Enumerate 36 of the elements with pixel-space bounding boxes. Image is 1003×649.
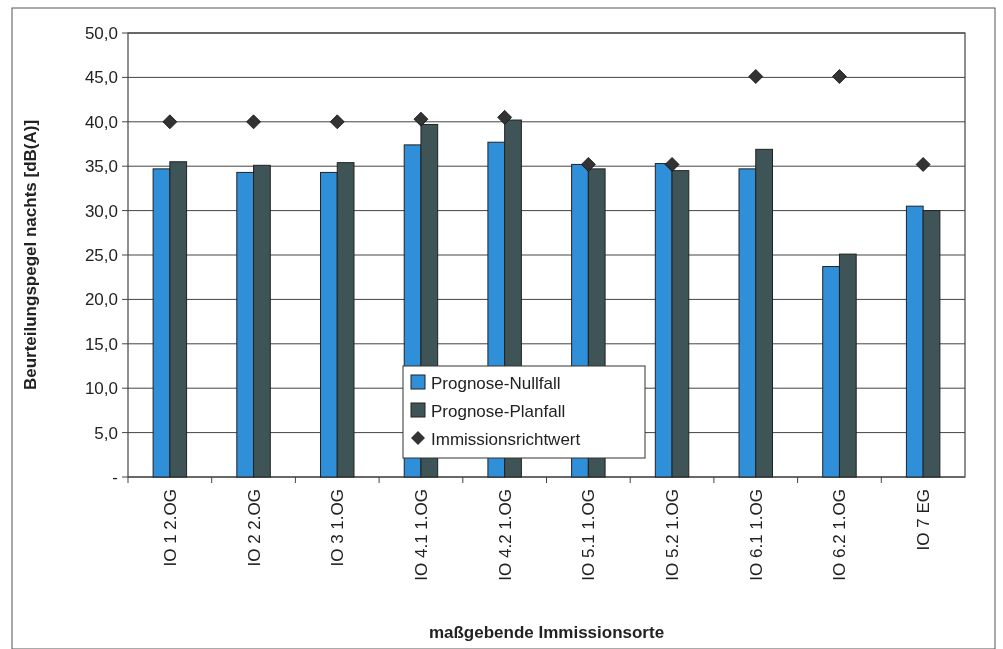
point xyxy=(162,114,178,130)
x-tick-label: IO 5.2 1.OG xyxy=(663,489,682,581)
x-tick-label: IO 1 2.OG xyxy=(160,489,180,567)
point xyxy=(664,157,680,172)
y-axis-title: Beurteilungspegel nachts [dB(A)] xyxy=(21,119,40,391)
x-tick-label: IO 4.2 1.OG xyxy=(495,489,515,581)
y-tick-label: 30,0 xyxy=(84,201,118,221)
x-tick-label: IO 6.2 1.OG xyxy=(830,489,850,581)
x-tick-label: IO 2 2.OG xyxy=(244,489,264,567)
point xyxy=(497,109,513,125)
y-tick-label: 50,0 xyxy=(84,23,118,43)
legend-label: Prognose-Planfall xyxy=(431,401,566,421)
y-tick-label: 20,0 xyxy=(84,290,118,310)
legend-label: Immissionsrichtwert xyxy=(431,429,581,449)
y-tick-label: - xyxy=(112,467,118,487)
y-tick-label: 45,0 xyxy=(84,68,118,88)
y-tick-label: 15,0 xyxy=(84,334,118,354)
x-tick-label: IO 3 1.OG xyxy=(328,489,348,567)
point xyxy=(246,114,261,130)
y-tick-label: 5,0 xyxy=(94,423,118,443)
point xyxy=(832,69,847,84)
x-tick-label: IO 4.1 1.OG xyxy=(411,489,431,581)
x-axis-title: maßgebende Immissionsorte xyxy=(428,623,665,642)
y-tick-label: 10,0 xyxy=(84,379,118,399)
x-tick-label: IO 5.1 1.OG xyxy=(579,489,599,581)
point xyxy=(915,157,931,172)
y-tick-label: 25,0 xyxy=(84,245,118,265)
point xyxy=(748,69,764,84)
point xyxy=(580,157,596,172)
y-tick-label: 40,0 xyxy=(84,112,118,132)
x-tick-label: IO 7 EG xyxy=(914,489,934,551)
legend-label: Prognose-Nullfall xyxy=(431,373,561,393)
y-tick-label: 35,0 xyxy=(84,157,118,177)
x-tick-label: IO 6.1 1.OG xyxy=(746,489,766,581)
point xyxy=(413,111,429,127)
point xyxy=(329,114,345,130)
